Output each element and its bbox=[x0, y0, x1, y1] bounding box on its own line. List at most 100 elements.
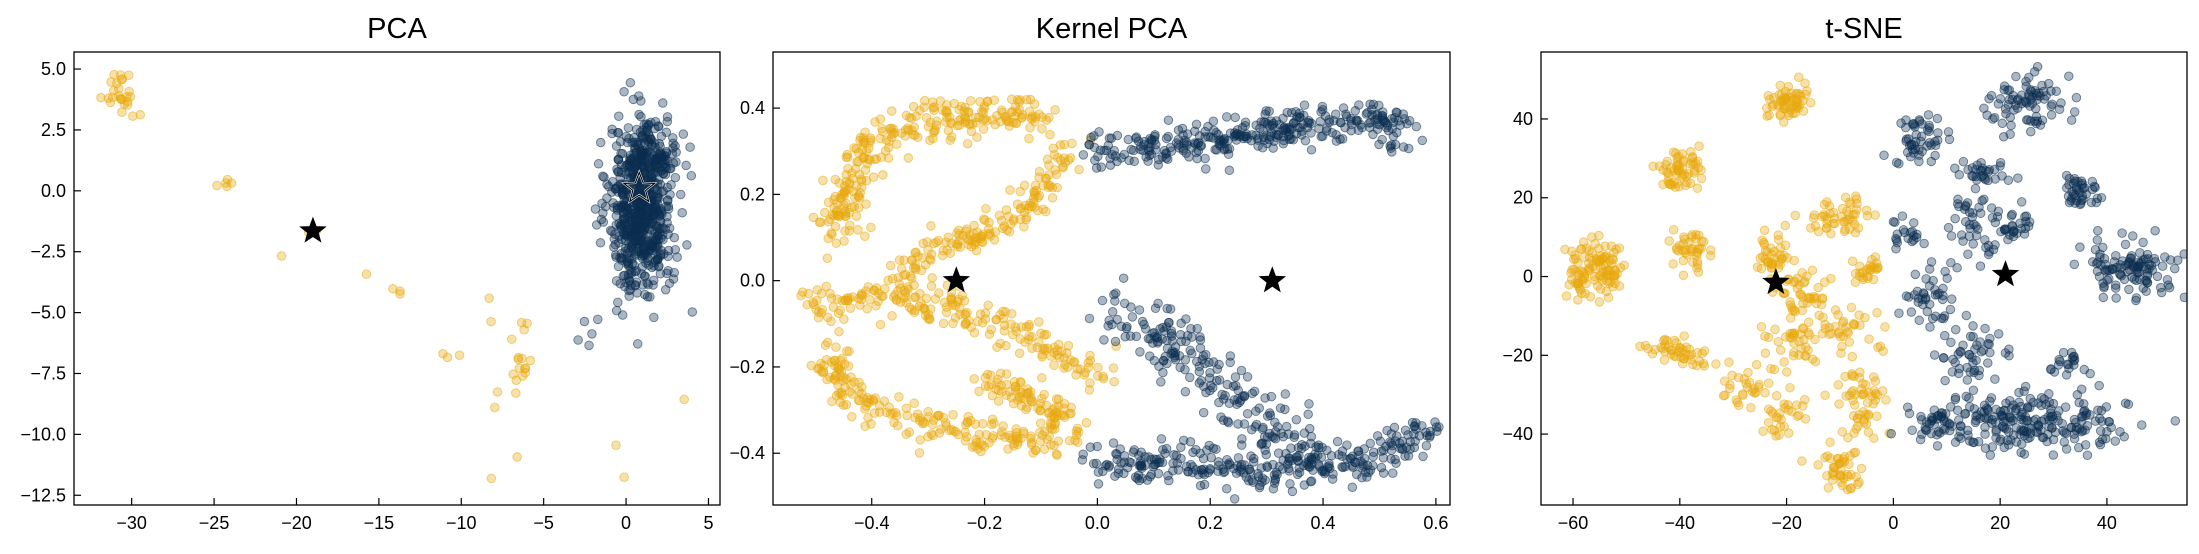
data-point-gold bbox=[1849, 319, 1860, 330]
data-point-navy bbox=[1145, 334, 1155, 344]
data-point-navy bbox=[1078, 150, 1089, 160]
data-point-navy bbox=[636, 269, 647, 279]
data-point-navy bbox=[1950, 213, 1960, 224]
data-point-gold bbox=[831, 238, 842, 248]
data-point-navy bbox=[2069, 360, 2079, 370]
data-point-navy bbox=[687, 307, 698, 317]
data-point-navy bbox=[1161, 153, 1171, 163]
data-point-gold bbox=[843, 361, 854, 371]
data-point-gold bbox=[816, 358, 826, 369]
data-point-navy bbox=[648, 280, 658, 290]
data-point-gold bbox=[808, 212, 819, 223]
data-point-navy bbox=[642, 125, 652, 136]
data-point-navy bbox=[1108, 438, 1119, 448]
data-point-gold bbox=[1017, 110, 1028, 120]
data-point-gold bbox=[914, 448, 925, 458]
data-point-navy bbox=[2160, 252, 2170, 262]
data-point-gold bbox=[124, 86, 134, 97]
data-point-navy bbox=[1930, 150, 1940, 161]
data-point-navy bbox=[1975, 337, 1985, 347]
data-point-navy bbox=[677, 208, 687, 218]
data-point-navy bbox=[1251, 120, 1261, 130]
y-tick-label: 5.0 bbox=[41, 59, 66, 79]
data-point-gold bbox=[1821, 214, 1832, 224]
data-point-navy bbox=[2003, 440, 2014, 450]
data-point-navy bbox=[1077, 455, 1088, 465]
data-point-navy bbox=[2018, 425, 2029, 435]
data-point-navy bbox=[1932, 135, 1943, 146]
data-point-gold bbox=[1857, 268, 1868, 278]
data-point-gold bbox=[1687, 153, 1697, 163]
data-point-navy bbox=[2094, 380, 2104, 391]
data-point-gold bbox=[946, 424, 957, 435]
data-point-navy bbox=[1266, 391, 1277, 402]
data-point-navy bbox=[2071, 92, 2082, 103]
data-point-gold bbox=[919, 95, 930, 106]
data-point-gold bbox=[979, 214, 989, 224]
data-point-navy bbox=[1386, 143, 1396, 153]
data-point-navy bbox=[682, 240, 692, 250]
data-point-gold bbox=[520, 363, 531, 373]
data-point-gold bbox=[1790, 108, 1801, 118]
data-point-gold bbox=[1766, 243, 1776, 253]
data-point-navy bbox=[1265, 410, 1276, 421]
data-point-navy bbox=[2093, 405, 2103, 415]
data-point-gold bbox=[1807, 265, 1818, 276]
data-point-navy bbox=[1107, 307, 1118, 317]
data-point-gold bbox=[861, 175, 872, 186]
data-point-gold bbox=[894, 255, 905, 265]
data-point-gold bbox=[1660, 346, 1670, 357]
data-point-gold bbox=[1035, 405, 1046, 415]
data-point-navy bbox=[1913, 297, 1923, 307]
data-point-gold bbox=[1612, 268, 1622, 279]
data-point-gold bbox=[1698, 358, 1709, 369]
data-point-navy bbox=[1907, 425, 1917, 436]
data-point-gold bbox=[1802, 86, 1812, 96]
data-point-navy bbox=[2034, 88, 2044, 98]
data-point-navy bbox=[1180, 365, 1190, 375]
data-point-gold bbox=[899, 285, 910, 296]
data-point-gold bbox=[517, 353, 527, 364]
data-point-gold bbox=[1027, 343, 1037, 353]
data-point-navy bbox=[1960, 408, 1971, 419]
data-point-gold bbox=[1671, 338, 1682, 348]
data-point-gold bbox=[989, 95, 999, 105]
data-point-navy bbox=[1302, 122, 1313, 133]
data-point-navy bbox=[1161, 133, 1172, 144]
data-point-navy bbox=[1915, 434, 1926, 445]
data-point-navy bbox=[1980, 323, 1990, 334]
data-point-navy bbox=[1971, 411, 1981, 422]
data-point-gold bbox=[1692, 348, 1703, 358]
data-point-navy bbox=[1970, 183, 1981, 194]
data-point-gold bbox=[963, 411, 974, 422]
data-point-gold bbox=[912, 132, 923, 142]
data-point-gold bbox=[1600, 241, 1610, 252]
data-point-navy bbox=[584, 340, 594, 351]
data-point-navy bbox=[1136, 459, 1147, 469]
data-point-gold bbox=[1056, 410, 1066, 421]
data-point-gold bbox=[1838, 316, 1849, 327]
data-point-gold bbox=[1856, 463, 1867, 474]
data-point-navy bbox=[1422, 431, 1432, 441]
data-point-gold bbox=[840, 208, 851, 219]
data-point-gold bbox=[1066, 402, 1076, 413]
data-point-navy bbox=[1264, 106, 1274, 117]
data-point-navy bbox=[1375, 436, 1386, 447]
data-point-gold bbox=[830, 355, 840, 366]
data-point-gold bbox=[862, 304, 872, 314]
data-point-navy bbox=[2073, 177, 2083, 187]
data-point-navy bbox=[1156, 377, 1166, 387]
data-point-navy bbox=[1158, 367, 1168, 378]
data-point-gold bbox=[938, 412, 949, 423]
data-point-gold bbox=[1601, 286, 1612, 297]
x-tick-label: −25 bbox=[199, 513, 230, 533]
data-point-gold bbox=[1063, 340, 1074, 351]
data-point-navy bbox=[634, 91, 644, 101]
data-point-navy bbox=[1092, 441, 1102, 452]
data-point-gold bbox=[875, 319, 886, 330]
data-point-navy bbox=[1224, 165, 1235, 176]
data-point-navy bbox=[1975, 208, 1986, 219]
data-point-navy bbox=[649, 312, 659, 323]
data-point-navy bbox=[1173, 125, 1184, 135]
data-point-gold bbox=[1059, 139, 1070, 150]
